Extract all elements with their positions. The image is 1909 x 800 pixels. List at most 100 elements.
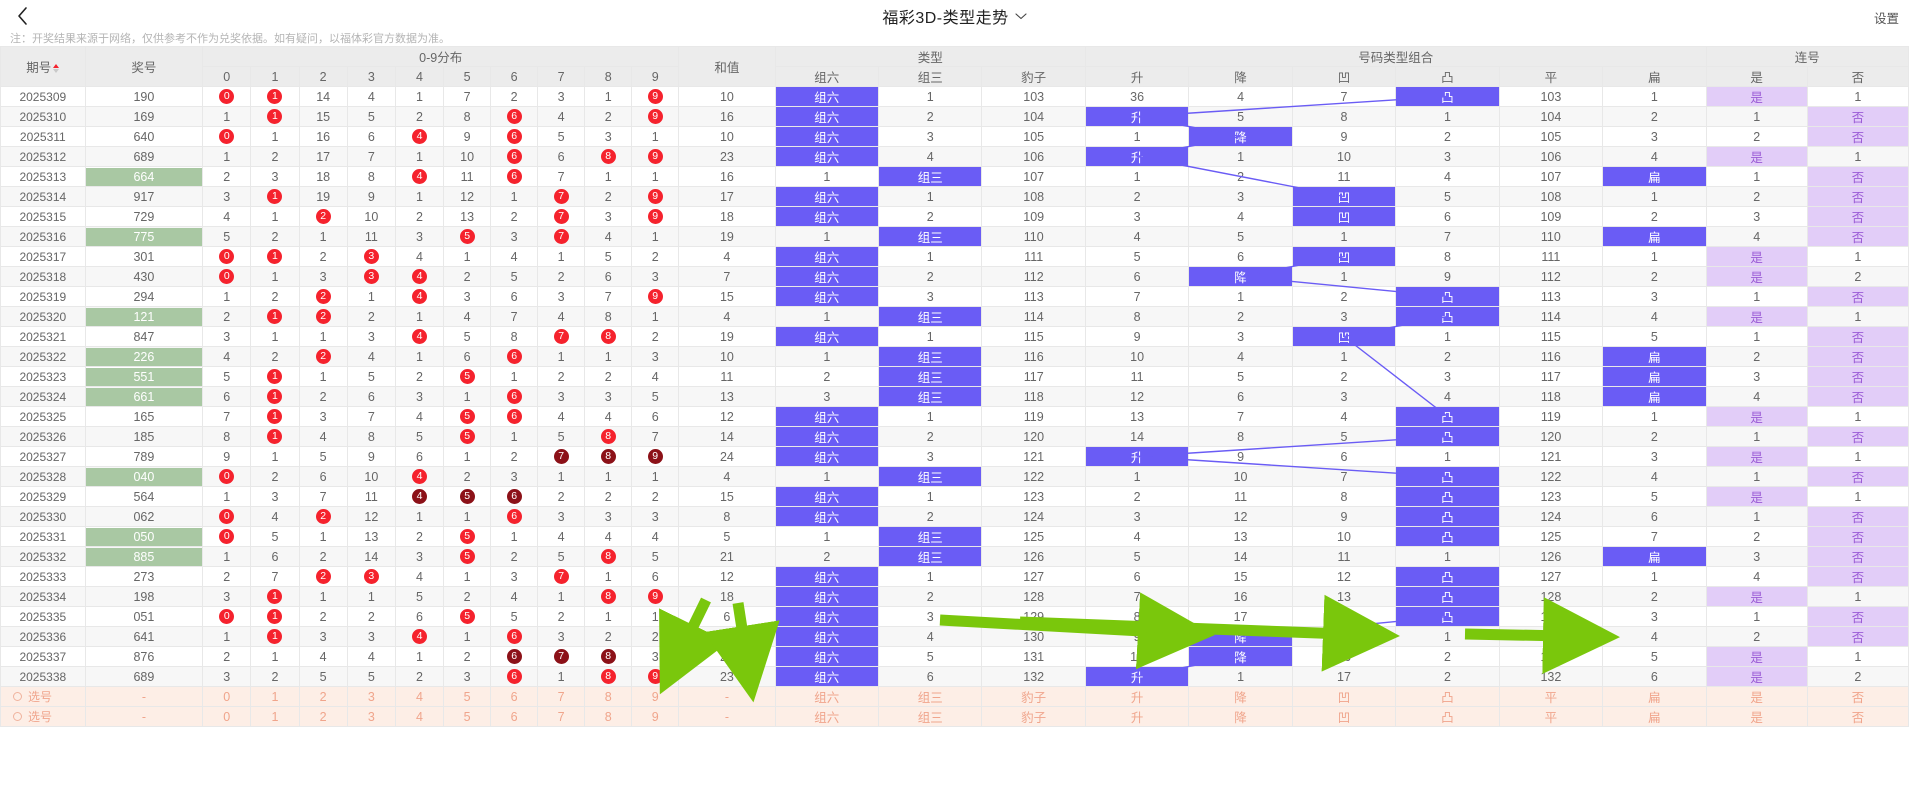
pick-consec-0[interactable]: 是	[1705, 686, 1808, 707]
cell-type-1[interactable]: 组三	[878, 346, 983, 367]
cell-type-0[interactable]: 组六	[774, 586, 880, 607]
pick-dist-8[interactable]: 8	[584, 686, 633, 707]
table-row[interactable]: 2025319 294 1 2 2 1 4 3 6 3 7 9 15 组六 3 113 7 1 2 凸 113 3 1 否	[0, 286, 1909, 307]
table-row[interactable]: 2025310 169 1 1 15 5 2 8 6 4 2 9 16 组六 2 104 升 5 8 1 104 2 1 否	[0, 106, 1909, 127]
cell-type-1[interactable]: 组三	[878, 546, 983, 567]
pick-dist-6[interactable]: 6	[490, 686, 539, 707]
cell-combo-3[interactable]: 凸	[1395, 586, 1500, 607]
pick-sum[interactable]: -	[678, 686, 776, 707]
pick-combo-1[interactable]: 降	[1188, 686, 1293, 707]
pick-dist-4[interactable]: 4	[394, 686, 445, 707]
pick-combo-1[interactable]: 降	[1188, 706, 1293, 727]
table-row[interactable]: 2025320 121 2 1 2 2 1 4 7 4 8 1 4 1 组三 114 8 2 3 凸 114 4 是 1	[0, 306, 1909, 327]
table-row[interactable]: 2025333 273 2 7 2 3 4 1 3 7 1 6 12 组六 1 127 6 15 12 凸 127 1 4 否	[0, 566, 1909, 587]
table-row[interactable]: 2025332 885 1 6 2 14 3 5 2 5 8 5 21 2 组三 126 5 14 11 1 126 扁 3…	[0, 546, 1909, 567]
pick-type-2[interactable]: 豹子	[981, 706, 1086, 727]
table-row[interactable]: 2025330 062 0 4 2 12 1 1 6 3 3 3 8 组六 2 124 3 12 9 凸 124 6 1 否	[0, 506, 1909, 527]
cell-combo-0[interactable]: 升	[1084, 146, 1190, 167]
back-button[interactable]	[8, 2, 36, 30]
pick-consec-1[interactable]: 否	[1806, 706, 1909, 727]
cell-type-0[interactable]: 组六	[774, 246, 880, 267]
cell-type-1[interactable]: 组三	[878, 526, 983, 547]
cell-combo-5[interactable]: 扁	[1602, 166, 1707, 187]
cell-type-0[interactable]: 组六	[774, 646, 880, 667]
cell-combo-0[interactable]: 升	[1084, 106, 1190, 127]
pick-combo-4[interactable]: 平	[1498, 686, 1604, 707]
table-row[interactable]: 2025337 876 2 1 4 4 1 2 6 7 8 3 21 组六 5 131 10 降 16 2 131 5 是 1	[0, 646, 1909, 667]
table-row[interactable]: 2025334 198 3 1 1 1 5 2 4 1 8 9 18 组六 2 128 7 16 13 凸 128 2 是 1	[0, 586, 1909, 607]
cell-combo-3[interactable]: 凸	[1395, 406, 1500, 427]
table-row[interactable]: 2025335 051 0 1 2 2 6 5 5 2 1 1 6 组六 3 129 8 17 14 凸 129 3 1 否	[0, 606, 1909, 627]
cell-combo-5[interactable]: 扁	[1602, 346, 1707, 367]
pick-dist-0[interactable]: 0	[202, 706, 252, 727]
cell-combo-3[interactable]: 凸	[1395, 306, 1500, 327]
cell-type-0[interactable]: 组六	[774, 406, 880, 427]
pick-combo-4[interactable]: 平	[1498, 706, 1604, 727]
cell-combo-3[interactable]: 凸	[1395, 486, 1500, 507]
pick-dist-5[interactable]: 5	[443, 686, 492, 707]
pick-consec-0[interactable]: 是	[1705, 706, 1808, 727]
cell-type-0[interactable]: 组六	[774, 506, 880, 527]
cell-type-0[interactable]: 组六	[774, 606, 880, 627]
pick-combo-2[interactable]: 凹	[1291, 686, 1397, 707]
cell-combo-0[interactable]: 升	[1084, 666, 1190, 687]
cell-type-0[interactable]: 组六	[774, 326, 880, 347]
pick-combo-5[interactable]: 扁	[1602, 686, 1707, 707]
pick-dist-6[interactable]: 6	[490, 706, 539, 727]
cell-type-0[interactable]: 组六	[774, 126, 880, 147]
pick-dist-7[interactable]: 7	[537, 686, 586, 707]
settings-button[interactable]: 设置	[1873, 12, 1899, 26]
table-row[interactable]: 2025327 789 9 1 5 9 6 1 2 7 8 9 24 组六 3 121 升 9 6 1 121 3 是 1	[0, 446, 1909, 467]
cell-type-0[interactable]: 组六	[774, 566, 880, 587]
cell-type-0[interactable]: 组六	[774, 106, 880, 127]
chevron-down-icon[interactable]	[1015, 7, 1027, 25]
cell-type-1[interactable]: 组三	[878, 166, 983, 187]
pick-type-1[interactable]: 组三	[878, 706, 983, 727]
cell-type-1[interactable]: 组三	[878, 366, 983, 387]
cell-combo-3[interactable]: 凸	[1395, 606, 1500, 627]
table-row[interactable]: 2025325 165 7 1 3 7 4 5 6 4 4 6 12 组六 1 119 13 7 4 凸 119 1 是 1	[0, 406, 1909, 427]
cell-combo-1[interactable]: 降	[1188, 646, 1293, 667]
pick-prize[interactable]: -	[84, 706, 204, 727]
cell-combo-2[interactable]: 凹	[1291, 186, 1397, 207]
table-row[interactable]: 2025317 301 0 1 2 3 4 1 4 1 5 2 4 组六 1 111 5 6 凹 8 111 1 是 1	[0, 246, 1909, 267]
cell-type-0[interactable]: 组六	[774, 286, 880, 307]
pick-type-2[interactable]: 豹子	[981, 686, 1086, 707]
cell-type-0[interactable]: 组六	[774, 146, 880, 167]
pick-radio-cell[interactable]: 选号	[0, 706, 86, 727]
table-row[interactable]: 2025312 689 1 2 17 7 1 10 6 6 8 9 23 组六 4 106 升 1 10 3 106 4 是…	[0, 146, 1909, 167]
cell-combo-0[interactable]: 升	[1084, 446, 1190, 467]
cell-type-0[interactable]: 组六	[774, 666, 880, 687]
pick-consec-1[interactable]: 否	[1806, 686, 1909, 707]
pick-dist-2[interactable]: 2	[298, 686, 348, 707]
table-row[interactable]: 2025324 661 6 1 2 6 3 1 6 3 3 5 13 3 组三 118 12 6 3 4 118 扁 4 否	[0, 386, 1909, 407]
radio-icon[interactable]	[13, 712, 22, 721]
cell-combo-3[interactable]: 凸	[1395, 286, 1500, 307]
table-row[interactable]: 2025326 185 8 1 4 8 5 5 1 5 8 7 14 组六 2 120 14 8 5 凸 120 2 1 否	[0, 426, 1909, 447]
pick-dist-1[interactable]: 1	[250, 686, 300, 707]
cell-combo-3[interactable]: 凸	[1395, 86, 1500, 107]
cell-type-1[interactable]: 组三	[878, 466, 983, 487]
pick-type-0[interactable]: 组六	[774, 706, 880, 727]
table-row[interactable]: 2025338 689 3 2 5 5 2 3 6 1 8 9 23 组六 6 132 升 1 17 2 132 6 是 2	[0, 666, 1909, 687]
pick-radio-cell[interactable]: 选号	[0, 686, 86, 707]
table-row[interactable]: 2025316 775 5 2 1 11 3 5 3 7 4 1 19 1 组三 110 4 5 1 7 110 扁 4 否	[0, 226, 1909, 247]
cell-combo-3[interactable]: 凸	[1395, 566, 1500, 587]
cell-combo-2[interactable]: 凹	[1291, 246, 1397, 267]
pick-dist-3[interactable]: 3	[346, 686, 396, 707]
table-row[interactable]: 2025318 430 0 1 3 3 4 2 5 2 6 3 7 组六 2 112 6 降 1 9 112 2 是 2	[0, 266, 1909, 287]
cell-combo-1[interactable]: 降	[1188, 266, 1293, 287]
cell-combo-1[interactable]: 降	[1188, 626, 1293, 647]
pick-combo-0[interactable]: 升	[1084, 686, 1190, 707]
table-row[interactable]: 2025328 040 0 2 6 10 4 2 3 1 1 1 4 1 组三 122 1 10 7 凸 122 4 1 否	[0, 466, 1909, 487]
pick-dist-3[interactable]: 3	[346, 706, 396, 727]
col-period[interactable]: 期号	[0, 46, 86, 87]
pick-type-0[interactable]: 组六	[774, 686, 880, 707]
table-row[interactable]: 2025323 551 5 1 1 5 2 5 1 2 2 4 11 2 组三 117 11 5 2 3 117 扁 3 否	[0, 366, 1909, 387]
pick-dist-2[interactable]: 2	[298, 706, 348, 727]
table-row[interactable]: 2025311 640 0 1 16 6 4 9 6 5 3 1 10 组六 3 105 1 降 9 2 105 3 2 否	[0, 126, 1909, 147]
pick-dist-0[interactable]: 0	[202, 686, 252, 707]
pick-dist-9[interactable]: 9	[631, 686, 680, 707]
table-row[interactable]: 2025336 641 1 1 3 3 4 1 6 3 2 2 11 组六 4 130 9 降 15 1 130 4 2 否	[0, 626, 1909, 647]
cell-type-0[interactable]: 组六	[774, 266, 880, 287]
